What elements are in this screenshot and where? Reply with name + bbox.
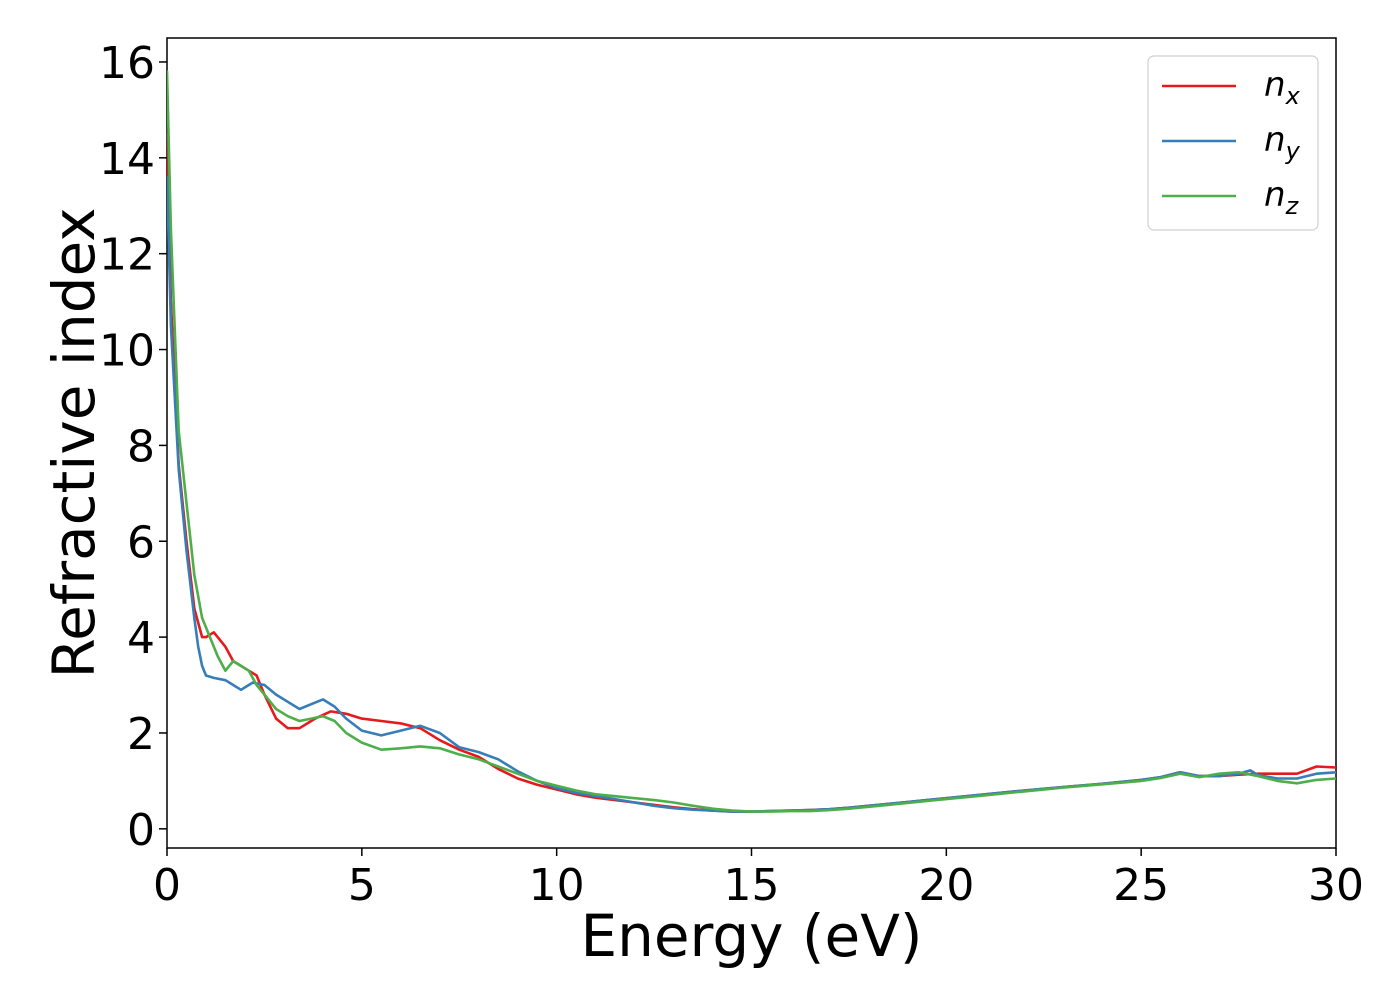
- plot-area: [166, 37, 1337, 849]
- y-tick-label: 8: [127, 421, 155, 472]
- legend: nx ny nz: [1147, 55, 1319, 231]
- x-axis-title: Energy (eV): [580, 902, 922, 970]
- y-axis-title: Refractive index: [40, 207, 108, 678]
- y-tick-label: 16: [99, 38, 155, 89]
- series-layer: [167, 70, 1336, 813]
- y-tick-label: 2: [127, 709, 155, 760]
- legend-label-z: nz: [1264, 175, 1300, 220]
- y-tick-label: 6: [127, 517, 155, 568]
- legend-label-x: nx: [1264, 65, 1301, 110]
- y-tick-label: 14: [99, 134, 155, 185]
- x-tick-label: 10: [529, 860, 585, 911]
- x-axis: 0 5 10 15 20 25 30: [153, 848, 1364, 911]
- x-tick-label: 5: [348, 860, 376, 911]
- x-tick-label: 25: [1113, 860, 1169, 911]
- x-tick-label: 15: [724, 860, 780, 911]
- plot-frame: [166, 37, 1337, 849]
- y-tick-label: 0: [127, 805, 155, 856]
- x-tick-label: 20: [918, 860, 974, 911]
- x-tick-label: 0: [153, 860, 181, 911]
- series-line-z: [167, 70, 1336, 813]
- x-tick-label: 30: [1308, 860, 1364, 911]
- y-tick-label: 12: [99, 230, 155, 281]
- legend-box: [1147, 55, 1319, 231]
- y-axis: 0 2 4 6 8 10 12 14 16: [99, 38, 167, 856]
- y-tick-label: 10: [99, 326, 155, 377]
- y-tick-label: 4: [127, 613, 155, 664]
- legend-label-y: ny: [1264, 120, 1301, 165]
